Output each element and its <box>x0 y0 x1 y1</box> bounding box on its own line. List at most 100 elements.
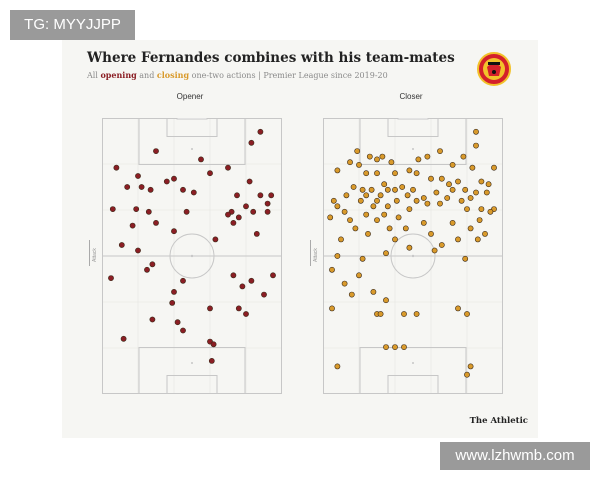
data-point <box>388 159 395 166</box>
data-point <box>399 184 406 190</box>
data-point <box>190 189 197 196</box>
data-point <box>356 272 362 279</box>
six-yard-box <box>166 375 218 394</box>
penalty-box <box>138 347 246 394</box>
data-point <box>357 197 364 204</box>
data-point <box>248 139 255 146</box>
data-point <box>225 164 231 171</box>
data-point <box>359 186 366 193</box>
data-point <box>455 178 461 185</box>
data-point <box>264 208 271 215</box>
data-point <box>171 288 177 295</box>
data-point <box>467 225 474 232</box>
data-point <box>212 236 219 243</box>
data-point <box>334 167 341 174</box>
data-point <box>363 192 370 199</box>
data-point <box>334 253 341 259</box>
data-point <box>330 197 337 204</box>
data-point <box>485 181 492 188</box>
data-point <box>239 283 246 290</box>
data-point <box>261 291 267 298</box>
data-point <box>250 208 257 215</box>
data-point <box>374 217 380 223</box>
data-point <box>348 291 355 298</box>
six-yard-box <box>387 118 439 137</box>
penalty-box <box>359 347 467 394</box>
data-point <box>449 186 456 193</box>
data-point <box>386 225 393 232</box>
data-point <box>469 164 476 171</box>
data-point <box>482 231 488 237</box>
data-point <box>180 186 186 193</box>
data-point <box>467 363 474 370</box>
data-point <box>243 311 249 317</box>
penalty-spot <box>412 362 414 364</box>
data-point <box>363 211 370 218</box>
data-point <box>230 220 237 226</box>
data-point <box>377 192 384 199</box>
data-point <box>446 181 452 188</box>
data-point <box>350 184 357 190</box>
data-point <box>449 220 456 226</box>
publisher-logo: The Athletic <box>469 416 528 426</box>
data-point <box>444 195 451 201</box>
data-point <box>359 255 366 262</box>
pitch-closer <box>323 118 503 394</box>
data-point <box>438 175 445 182</box>
data-point <box>230 272 237 279</box>
data-point <box>467 195 474 201</box>
data-point <box>270 272 276 279</box>
data-point <box>379 153 386 160</box>
data-point <box>464 206 470 212</box>
subtitle-part: one-two actions | Premier League since 2… <box>189 71 388 80</box>
data-point <box>395 214 402 221</box>
data-point <box>243 203 249 210</box>
data-point <box>478 206 485 212</box>
data-point <box>406 167 413 174</box>
data-point <box>381 211 388 218</box>
data-point <box>462 255 469 262</box>
data-point <box>334 203 341 210</box>
data-point <box>370 288 377 295</box>
data-point <box>207 305 213 312</box>
data-point <box>383 250 389 257</box>
data-point <box>438 242 445 248</box>
six-yard-box <box>166 118 218 137</box>
data-point <box>208 357 215 364</box>
club-crest-logo <box>477 52 511 86</box>
data-point <box>473 128 479 135</box>
data-point <box>374 156 380 163</box>
data-point <box>420 195 427 201</box>
data-point <box>171 228 177 235</box>
data-point <box>341 208 348 215</box>
goal <box>176 118 208 120</box>
data-point <box>392 186 398 193</box>
data-point <box>180 327 186 334</box>
data-point <box>135 247 141 254</box>
data-point <box>363 170 370 177</box>
panel-title-closer: Closer <box>399 92 423 101</box>
chart-card: Where Fernandes combines with his team-m… <box>62 40 538 438</box>
watermark-bottom: www.lzhwmb.com <box>440 442 590 470</box>
attack-direction-arrow <box>310 240 311 266</box>
data-point <box>393 197 400 204</box>
data-point <box>365 231 371 237</box>
data-point <box>483 189 490 196</box>
centre-circle <box>390 233 436 279</box>
data-point <box>343 192 350 199</box>
data-point <box>180 277 186 284</box>
data-point <box>392 236 398 243</box>
data-point <box>129 222 136 229</box>
data-point <box>174 319 181 326</box>
data-point <box>124 184 131 190</box>
chart-subtitle: All opening and closing one-two actions … <box>87 70 388 80</box>
data-point <box>347 159 353 166</box>
data-point <box>476 217 483 223</box>
data-point <box>433 189 440 196</box>
data-point <box>374 170 380 177</box>
data-point <box>404 192 411 199</box>
data-point <box>329 266 335 273</box>
data-point <box>383 344 389 350</box>
data-point <box>460 153 467 160</box>
data-point <box>144 266 150 273</box>
